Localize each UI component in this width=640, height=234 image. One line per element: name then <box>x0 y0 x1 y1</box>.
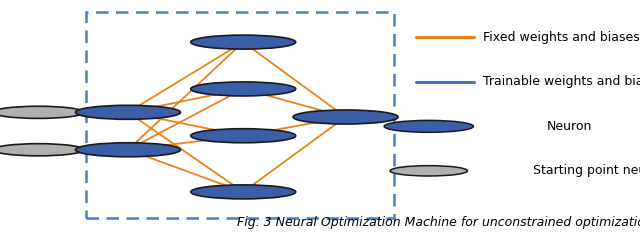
Text: Trainable weights and biases: Trainable weights and biases <box>483 75 640 88</box>
Ellipse shape <box>76 105 180 119</box>
Ellipse shape <box>0 106 84 118</box>
Ellipse shape <box>390 166 467 176</box>
Ellipse shape <box>191 35 296 49</box>
Ellipse shape <box>191 82 296 96</box>
Ellipse shape <box>191 185 296 199</box>
Text: Starting point neuron: Starting point neuron <box>532 164 640 177</box>
Text: Neuron: Neuron <box>547 120 592 133</box>
Text: Fixed weights and biases: Fixed weights and biases <box>483 31 640 44</box>
Text: Fig. 3 Neural Optimization Machine for unconstrained optimization: Fig. 3 Neural Optimization Machine for u… <box>237 216 640 229</box>
Ellipse shape <box>76 143 180 157</box>
Ellipse shape <box>0 144 84 156</box>
Ellipse shape <box>191 129 296 143</box>
Ellipse shape <box>293 110 398 124</box>
Ellipse shape <box>384 120 474 132</box>
